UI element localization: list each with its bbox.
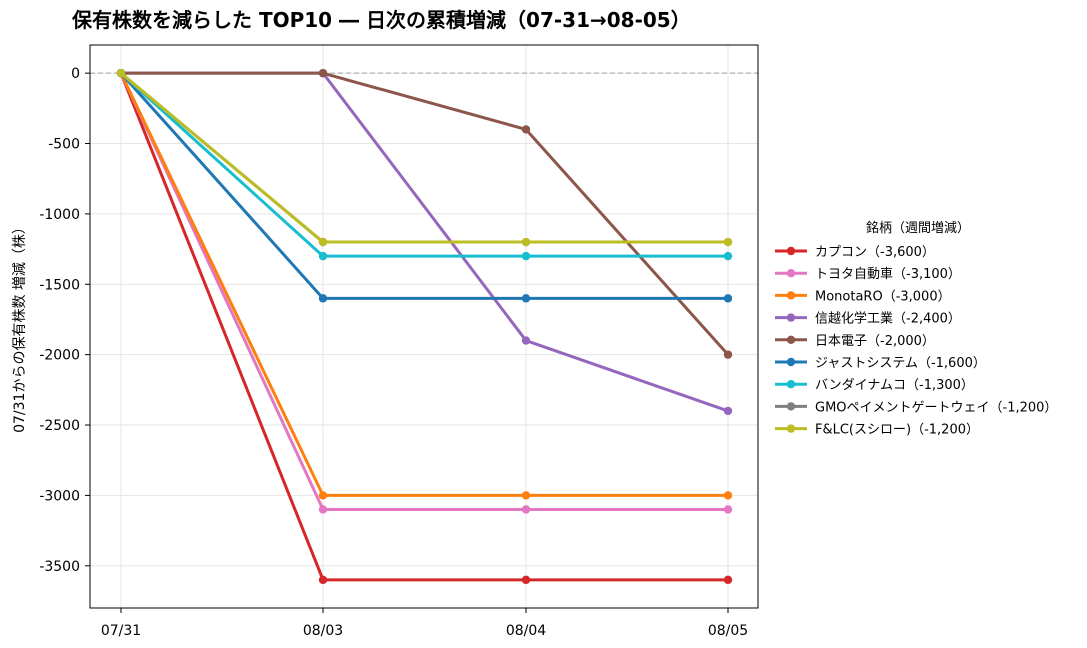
data-point [521,251,531,261]
chart-title: 保有株数を減らした TOP10 ― 日次の累積増減（07-31→08-05） [72,8,691,32]
x-tick-label: 07/31 [101,623,141,639]
legend-label: 日本電子（-2,000） [815,334,935,349]
data-point [318,68,328,78]
series-lines [116,68,733,585]
data-point [521,237,531,247]
legend-marker [786,335,796,344]
legend-marker [786,380,796,389]
y-tick-label: -2000 [39,348,80,364]
y-axis: 0 -500 -1000 -1500 -2000 -2500 -3000 -3500 [39,66,90,575]
grid [90,45,758,608]
data-point [723,294,733,303]
data-point [521,491,531,500]
series-line [119,71,730,258]
series-7 [116,68,733,261]
legend-title: 銘柄（週間増減） [866,220,970,236]
legend-item: トヨタ自動車（-3,100） [775,267,961,282]
series-line [119,71,730,511]
legend-item: 日本電子（-2,000） [775,334,935,349]
legend-marker [786,313,796,322]
y-tick-label: -3000 [39,488,80,504]
data-point [318,251,328,261]
legend-item: 信越化学工業（-2,400） [775,311,961,327]
legend-marker [786,402,796,411]
data-point [521,505,531,514]
x-tick-label: 08/04 [506,623,546,639]
data-point [521,294,531,303]
legend-label: バンダイナムコ（-1,300） [815,378,974,393]
legend-item: カプコン（-3,600） [775,245,935,260]
legend-item: ジャストシステム（-1,600） [775,356,986,371]
y-tick-label: -3500 [39,559,80,575]
data-point [318,294,328,303]
legend-item: GMOペイメントゲートウェイ（-1,200） [775,400,1057,415]
legend-label: トヨタ自動車（-3,100） [815,267,961,282]
data-point [318,575,328,585]
legend-label: カプコン（-3,600） [815,245,935,260]
legend-item: バンダイナムコ（-1,300） [775,378,974,393]
series-line [119,71,730,244]
legend: 銘柄（週間増減） カプコン（-3,600） トヨタ自動車（-3,100） Monot… [775,220,1057,438]
y-tick-label: -2500 [39,418,80,434]
legend-item: MonotaRO（-3,000） [775,289,951,304]
series-line [119,71,730,497]
data-point [723,251,733,261]
y-axis-label: 07/31からの保有株数 増減（株） [11,220,28,433]
y-tick-label: 0 [71,66,80,82]
data-point [723,575,733,585]
legend-marker [786,357,796,367]
series-8 [116,68,733,247]
series-line [119,71,730,300]
data-point [318,505,328,514]
data-point [318,237,328,247]
legend-label: ジャストシステム（-1,600） [815,356,986,371]
series-6 [116,68,733,303]
y-tick-label: -1500 [39,277,80,293]
legend-label: F&LC(スシロー)（-1,200） [815,423,979,438]
data-point [521,575,531,585]
data-point [723,491,733,500]
series-9 [116,68,733,247]
x-tick-label: 08/03 [303,623,343,639]
data-point [723,505,733,514]
data-point [318,491,328,500]
y-tick-label: -1000 [39,207,80,223]
legend-label: MonotaRO（-3,000） [815,289,951,304]
legend-label: 信越化学工業（-2,400） [815,311,961,327]
x-tick-label: 08/05 [708,623,748,639]
legend-marker [786,269,796,278]
series-line [119,71,730,582]
data-point [521,125,531,134]
y-tick-label: -500 [48,137,80,153]
legend-marker [786,291,796,300]
data-point [116,68,126,78]
data-point [723,350,733,359]
legend-marker [786,246,796,256]
data-point [723,406,733,416]
legend-marker [786,424,796,433]
data-point [521,336,531,345]
legend-item: F&LC(スシロー)（-1,200） [775,423,979,438]
x-axis: 07/31 08/03 08/04 08/05 [101,608,748,639]
data-point [723,237,733,247]
plot-frame [89,44,759,609]
legend-label: GMOペイメントゲートウェイ（-1,200） [815,400,1057,415]
